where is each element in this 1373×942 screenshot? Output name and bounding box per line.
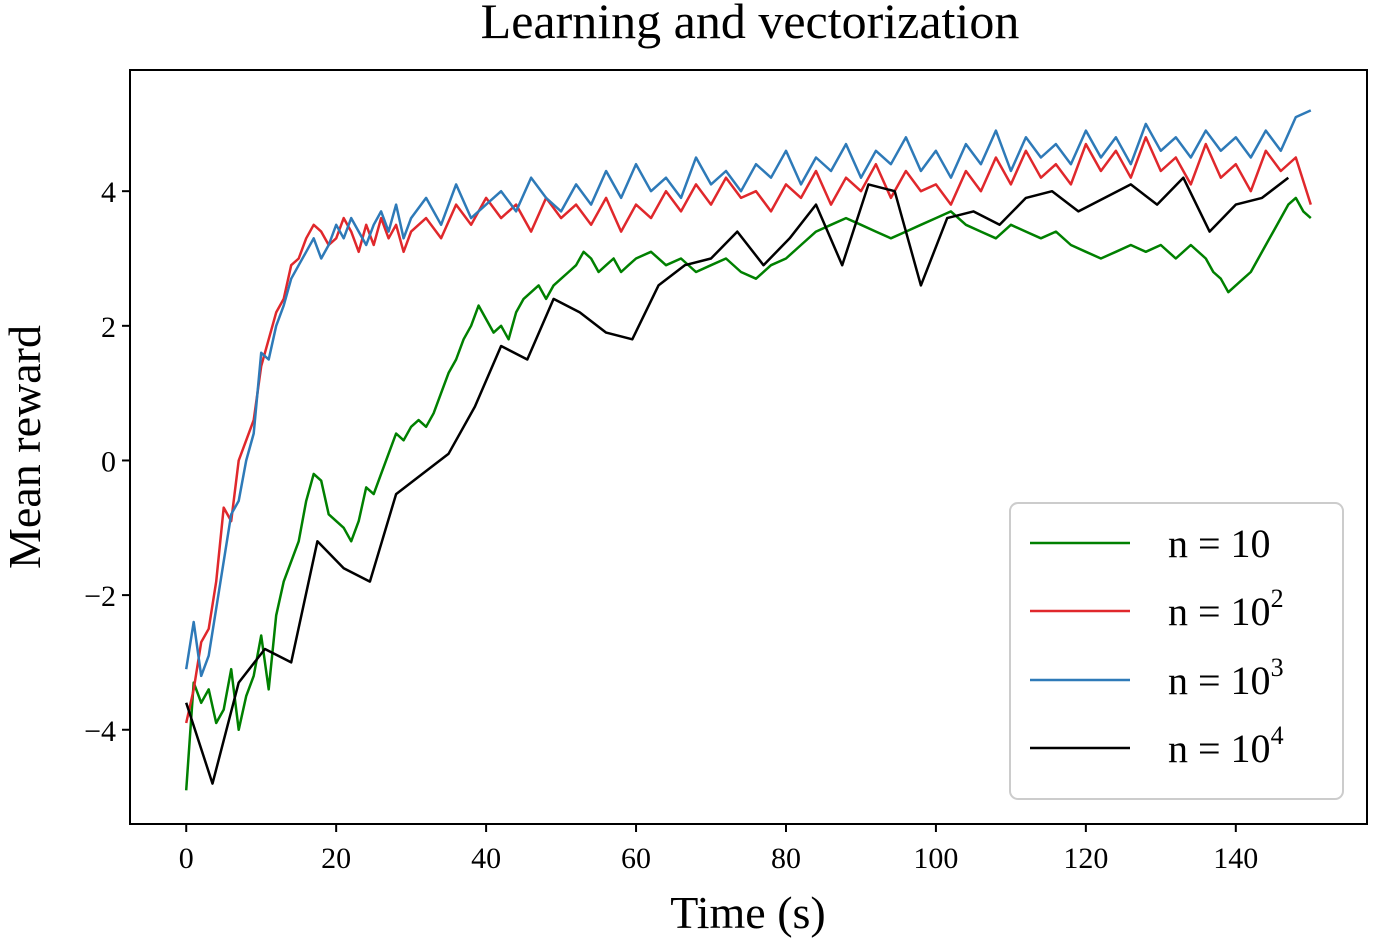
y-axis-label: Mean reward	[0, 325, 50, 569]
x-tick-label: 140	[1213, 842, 1258, 875]
chart-title: Learning and vectorization	[481, 0, 1020, 49]
series-line-4	[185, 176, 1290, 785]
x-tick-label: 20	[321, 842, 351, 875]
y-tick-label: −2	[84, 580, 116, 613]
x-axis-label: Time (s)	[670, 887, 826, 938]
plot-frame	[129, 69, 1368, 825]
legend-box	[1009, 502, 1344, 800]
legend-label-1: n = 10	[1168, 521, 1271, 566]
legend-label-2: n = 102	[1168, 584, 1284, 634]
x-tick-label: 40	[471, 842, 501, 875]
x-tick-label: 60	[621, 842, 651, 875]
x-tick-label: 0	[179, 842, 194, 875]
series-line-1	[184, 196, 1312, 791]
series-line-3	[184, 109, 1312, 678]
series-line-2	[184, 136, 1312, 724]
x-tick-label: 120	[1063, 842, 1108, 875]
y-axis: −4 −2 0 2 4	[84, 176, 130, 748]
legend: n = 10 n = 102 n = 103 n = 104	[1009, 502, 1344, 800]
legend-label-4: n = 104	[1168, 721, 1284, 771]
x-tick-label: 100	[913, 842, 958, 875]
y-tick-label: 2	[101, 311, 116, 344]
legend-label-3: n = 103	[1168, 653, 1284, 703]
y-tick-label: 0	[101, 445, 116, 478]
series-layer	[184, 109, 1312, 791]
y-tick-label: 4	[101, 176, 116, 209]
x-axis: 0 20 40 60 80 100 120 140	[179, 824, 1258, 875]
y-tick-label: −4	[84, 715, 116, 748]
x-tick-label: 80	[771, 842, 801, 875]
